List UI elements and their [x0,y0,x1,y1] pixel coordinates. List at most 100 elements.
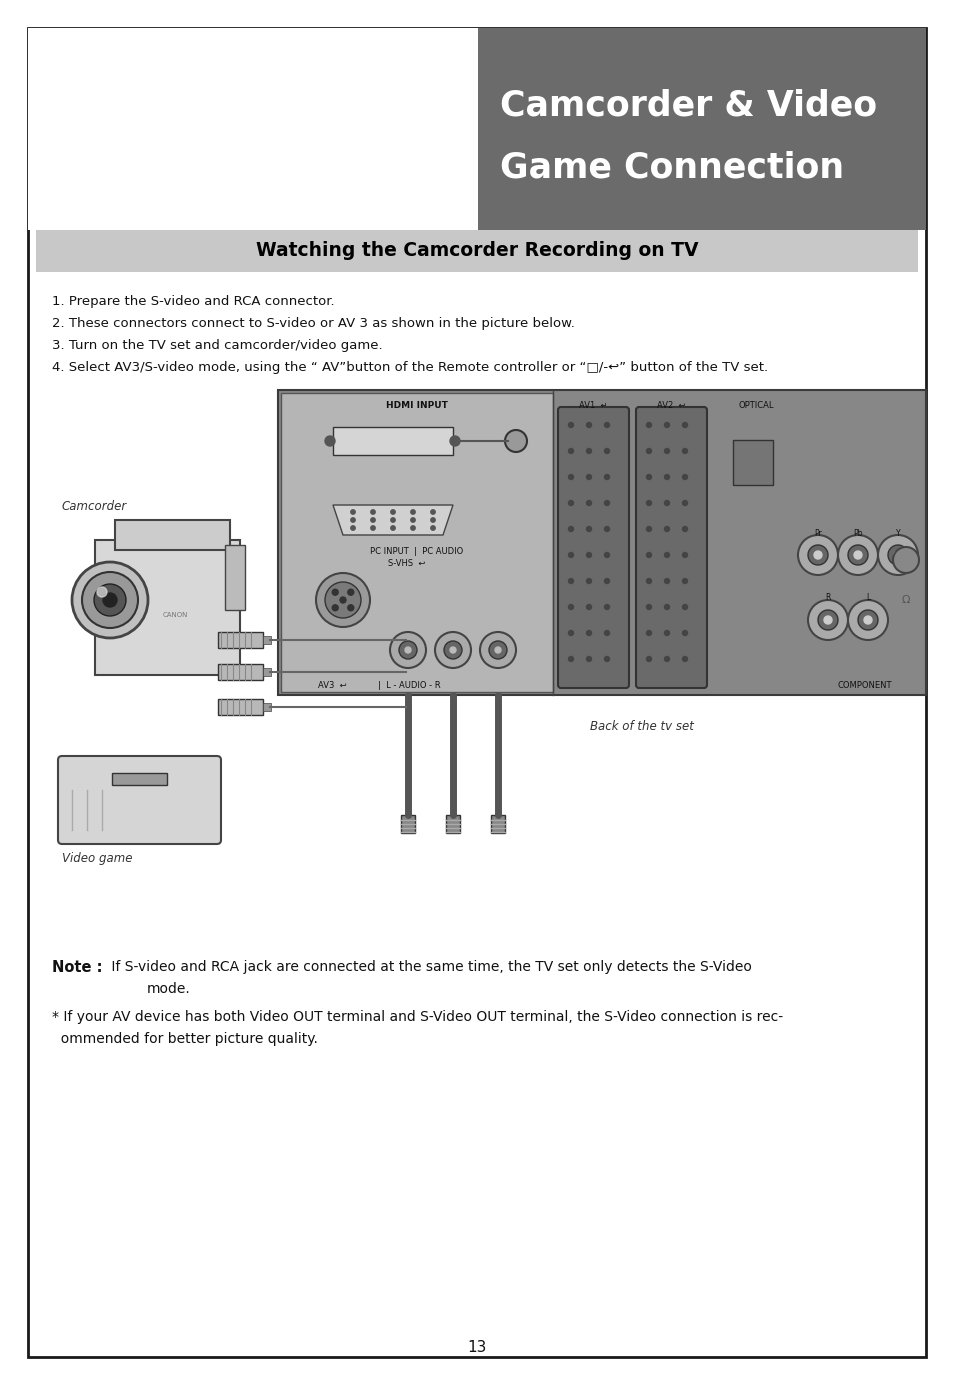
Circle shape [568,501,573,505]
Circle shape [664,578,669,584]
Text: Camcorder & Video: Camcorder & Video [499,87,876,122]
Circle shape [586,552,591,558]
Circle shape [681,501,687,505]
Circle shape [823,616,831,624]
Circle shape [411,526,415,530]
Circle shape [664,501,669,505]
Text: AV3  ↩: AV3 ↩ [317,681,346,689]
Circle shape [604,552,609,558]
Circle shape [405,646,411,653]
Circle shape [681,631,687,635]
Circle shape [586,448,591,454]
Text: R: R [824,594,830,602]
Text: Y: Y [895,528,900,538]
Circle shape [664,474,669,480]
Text: OPTICAL: OPTICAL [738,401,773,409]
Bar [263,669,271,675]
Circle shape [847,601,887,639]
Circle shape [604,527,609,531]
Circle shape [371,517,375,522]
Text: L: L [865,594,869,602]
Circle shape [489,641,506,659]
Text: |  L - AUDIO - R: | L - AUDIO - R [377,681,440,689]
Text: 2. These connectors connect to S-video or AV 3 as shown in the picture below.: 2. These connectors connect to S-video o… [52,318,575,330]
Circle shape [586,423,591,427]
Bar [277,390,925,695]
Text: Camcorder: Camcorder [62,499,127,513]
Circle shape [807,545,827,565]
Bar [115,520,230,551]
Circle shape [681,448,687,454]
Circle shape [332,605,338,610]
Circle shape [495,646,500,653]
Circle shape [82,571,138,628]
Text: Ω: Ω [901,595,909,605]
FancyBboxPatch shape [636,406,706,688]
Text: 13: 13 [467,1340,486,1355]
Circle shape [646,631,651,635]
Circle shape [586,578,591,584]
Text: PC INPUT  |  PC AUDIO: PC INPUT | PC AUDIO [370,548,463,556]
Circle shape [568,552,573,558]
Circle shape [837,535,877,576]
Circle shape [893,551,901,559]
Circle shape [847,545,867,565]
Circle shape [339,596,346,603]
Circle shape [681,605,687,609]
Text: AV1  ↵: AV1 ↵ [578,401,607,409]
Circle shape [568,474,573,480]
Bar [112,773,167,785]
Circle shape [411,517,415,522]
Circle shape [351,517,355,522]
Text: Pb: Pb [852,528,862,538]
Bar [446,816,459,834]
Text: Watching the Camcorder Recording on TV: Watching the Camcorder Recording on TV [255,241,698,261]
Circle shape [646,552,651,558]
Circle shape [681,474,687,480]
Circle shape [348,589,354,595]
Circle shape [586,631,591,635]
Circle shape [391,510,395,515]
Bar [281,393,553,692]
Circle shape [568,605,573,609]
Circle shape [443,641,461,659]
Circle shape [853,551,862,559]
Text: Note :: Note : [52,960,102,975]
Bar [218,664,263,680]
Circle shape [807,601,847,639]
Circle shape [877,535,917,576]
Circle shape [817,610,837,630]
Text: mode.: mode. [147,982,191,996]
Circle shape [664,631,669,635]
Circle shape [664,656,669,662]
Circle shape [94,584,126,616]
Circle shape [586,501,591,505]
Circle shape [431,517,435,522]
Circle shape [664,527,669,531]
Bar [400,816,415,834]
Text: ommended for better picture quality.: ommended for better picture quality. [52,1032,317,1046]
Circle shape [604,605,609,609]
Bar [218,699,263,716]
Circle shape [568,631,573,635]
Circle shape [646,527,651,531]
Circle shape [568,656,573,662]
Bar [218,632,263,648]
Circle shape [431,526,435,530]
Circle shape [568,448,573,454]
Bar [732,440,772,485]
Circle shape [71,562,148,638]
Circle shape [450,436,459,447]
Text: Video game: Video game [62,852,132,865]
Circle shape [604,631,609,635]
Circle shape [887,545,907,565]
Circle shape [646,605,651,609]
Circle shape [351,510,355,515]
Circle shape [411,510,415,515]
Circle shape [348,605,354,610]
Circle shape [586,605,591,609]
Circle shape [371,510,375,515]
Circle shape [604,501,609,505]
FancyBboxPatch shape [558,406,628,688]
Circle shape [664,448,669,454]
